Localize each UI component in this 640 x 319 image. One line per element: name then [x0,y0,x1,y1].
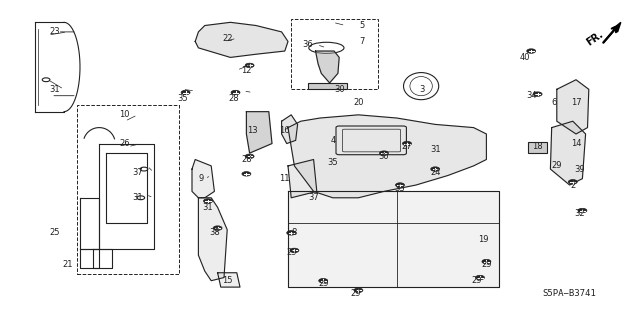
Text: 28: 28 [228,94,239,103]
Text: 22: 22 [222,34,232,43]
Text: 29: 29 [286,248,296,256]
Circle shape [533,92,542,96]
Text: 36: 36 [302,40,312,49]
Polygon shape [218,273,240,287]
Polygon shape [550,121,586,185]
Text: S5PA−B3741: S5PA−B3741 [543,289,596,298]
Circle shape [231,90,240,95]
Circle shape [319,278,328,283]
Text: 31: 31 [430,145,440,154]
Text: 10: 10 [120,110,130,119]
Circle shape [380,151,388,155]
Text: 4: 4 [330,136,335,145]
Text: 7: 7 [359,37,364,46]
Text: 9: 9 [199,174,204,183]
Circle shape [181,90,190,95]
Text: 35: 35 [328,158,338,167]
Text: 39: 39 [574,165,584,174]
Text: 16: 16 [280,126,290,135]
Text: 24: 24 [430,168,440,177]
Text: 29: 29 [552,161,562,170]
Text: 2: 2 [570,181,575,189]
Circle shape [287,231,296,235]
Text: 40: 40 [520,53,530,62]
Text: 27: 27 [401,142,412,151]
Text: 13: 13 [248,126,258,135]
Text: 32: 32 [574,209,584,218]
FancyArrowPatch shape [604,26,618,42]
Circle shape [578,208,587,213]
Text: 19: 19 [478,235,488,244]
Circle shape [476,275,484,280]
Polygon shape [246,112,272,153]
Text: 17: 17 [571,98,581,107]
Polygon shape [195,22,288,57]
Polygon shape [316,51,339,83]
Text: 29: 29 [318,279,328,288]
Circle shape [527,49,536,53]
Text: FR.: FR. [585,29,605,48]
Circle shape [396,183,404,187]
Text: 5: 5 [359,21,364,30]
Text: 11: 11 [280,174,290,183]
Text: 21: 21 [62,260,72,269]
Text: 29: 29 [472,276,482,285]
Circle shape [568,180,577,184]
Circle shape [242,172,251,176]
Circle shape [245,63,254,68]
Text: 14: 14 [571,139,581,148]
Text: 37: 37 [132,168,143,177]
Text: 34: 34 [526,91,536,100]
Polygon shape [613,22,621,32]
Polygon shape [288,160,317,198]
Polygon shape [198,198,227,281]
Polygon shape [192,160,214,198]
Text: 31: 31 [203,203,213,212]
Text: 26: 26 [120,139,130,148]
Text: 33: 33 [395,184,405,193]
Text: 31: 31 [49,85,60,94]
Text: 23: 23 [49,27,60,36]
Text: 15: 15 [222,276,232,285]
Polygon shape [282,115,298,144]
Text: 12: 12 [241,66,252,75]
Bar [77,105,179,274]
Circle shape [354,288,363,293]
Circle shape [245,154,254,159]
Text: 31: 31 [132,193,143,202]
Text: 29: 29 [350,289,360,298]
Circle shape [482,259,491,264]
Polygon shape [288,115,486,198]
Text: 35: 35 [177,94,188,103]
Text: 38: 38 [209,228,220,237]
Text: 6: 6 [551,98,556,107]
Bar [291,19,378,89]
Circle shape [213,226,222,230]
Circle shape [431,167,440,171]
Circle shape [403,141,412,146]
Text: 20: 20 [353,98,364,107]
Circle shape [204,199,212,203]
Bar [308,83,347,89]
Text: 28: 28 [241,155,252,164]
Text: 37: 37 [308,193,319,202]
Text: 30: 30 [334,85,344,94]
Polygon shape [288,191,499,287]
Polygon shape [557,80,589,134]
Text: 18: 18 [532,142,543,151]
Text: 29: 29 [481,260,492,269]
Text: 8: 8 [292,228,297,237]
Text: 30: 30 [379,152,389,161]
Text: 3: 3 [420,85,425,94]
Circle shape [290,248,299,253]
Text: 25: 25 [49,228,60,237]
Bar [528,142,547,153]
